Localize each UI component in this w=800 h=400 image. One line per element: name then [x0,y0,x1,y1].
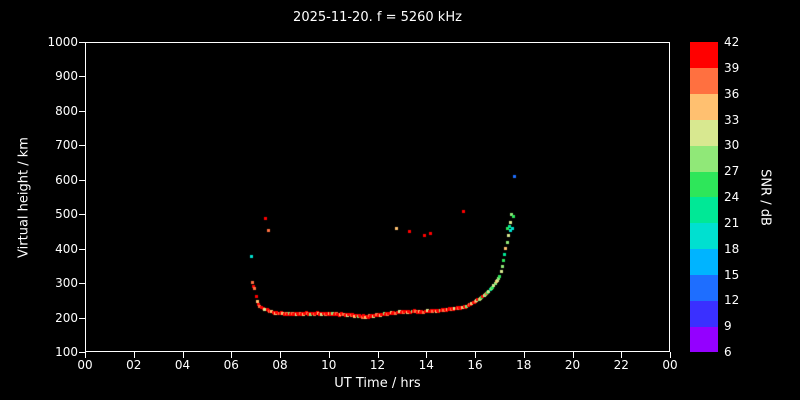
y-tick-mark [79,283,85,285]
x-tick-label: 20 [564,358,581,372]
x-tick-mark [133,352,135,358]
y-tick-mark [79,42,85,43]
x-tick-label: 12 [369,358,386,372]
y-tick-mark [79,179,85,181]
colorbar-tick-label: 12 [724,293,740,308]
colorbar-tick-label: 24 [724,190,740,204]
x-tick-mark [85,352,86,358]
y-tick-label: 500 [55,207,78,222]
x-tick-mark [475,352,476,358]
x-tick-mark [182,352,184,358]
colorbar-block [690,145,718,172]
colorbar-block [690,171,718,198]
y-tick-label: 400 [55,241,78,256]
colorbar-block [690,274,718,301]
colorbar-tick-label: 33 [724,112,740,127]
x-tick-label: 00 [77,358,93,372]
y-tick-label: 800 [55,103,78,118]
x-tick-label: 06 [223,358,239,372]
colorbar-tick-label: 9 [724,319,732,334]
y-tick-mark [79,317,85,319]
colorbar-block [690,248,718,275]
x-tick-mark [377,352,379,358]
colorbar-tick-label: 42 [724,35,740,49]
y-tick-label: 900 [55,69,78,84]
x-axis-label: UT Time / hrs [334,376,421,391]
y-axis-label: Virtual height / km [16,137,32,258]
y-tick-mark [79,76,85,78]
x-tick-mark [523,352,525,358]
x-tick-label: 18 [516,358,532,372]
colorbar-block [690,119,718,146]
x-tick-label: 02 [126,358,142,372]
x-tick-mark [426,352,428,358]
colorbar-tick-label: 21 [724,215,740,230]
colorbar-tick-label: 18 [724,241,740,256]
x-tick-label: 22 [613,358,629,372]
y-tick-label: 700 [55,138,78,153]
chart-title: 2025-11-20. f = 5260 kHz [293,10,462,25]
y-tick-label: 600 [55,172,78,187]
y-tick-label: 200 [55,310,78,325]
x-tick-mark [621,352,623,358]
x-tick-label: 16 [467,358,483,372]
y-tick-label: 1000 [47,35,78,49]
x-tick-mark [572,352,574,358]
x-tick-mark [670,352,671,358]
colorbar-block [690,222,718,250]
snr-colorbar [690,42,718,353]
colorbar-tick-label: 27 [724,164,740,179]
colorbar-tick-label: 15 [724,267,740,282]
colorbar-tick-label: 6 [724,345,732,359]
y-tick-mark [79,248,85,250]
x-tick-label: 10 [321,358,337,372]
colorbar-tick-label: 36 [724,86,740,101]
y-tick-label: 100 [55,345,78,359]
colorbar-block [690,326,718,353]
y-tick-mark [79,352,85,353]
scatter-points-canvas [85,42,670,352]
y-tick-label: 300 [55,276,78,291]
x-tick-label: 14 [418,358,434,372]
colorbar-tick-label: 39 [724,60,740,75]
colorbar-block [690,300,718,327]
colorbar-tick-label: 30 [724,138,740,153]
x-tick-mark [231,352,233,358]
y-tick-mark [79,110,85,112]
x-tick-label: 08 [272,358,288,372]
colorbar-label: SNR / dB [757,169,773,226]
colorbar-block [690,42,718,69]
x-tick-label: 00 [662,358,678,372]
colorbar-block [690,197,718,224]
colorbar-block [690,93,718,120]
x-tick-mark [280,352,281,358]
x-tick-label: 04 [174,358,191,372]
y-tick-mark [79,214,85,216]
y-tick-mark [79,145,85,147]
x-tick-mark [328,352,330,358]
colorbar-block [690,67,718,95]
